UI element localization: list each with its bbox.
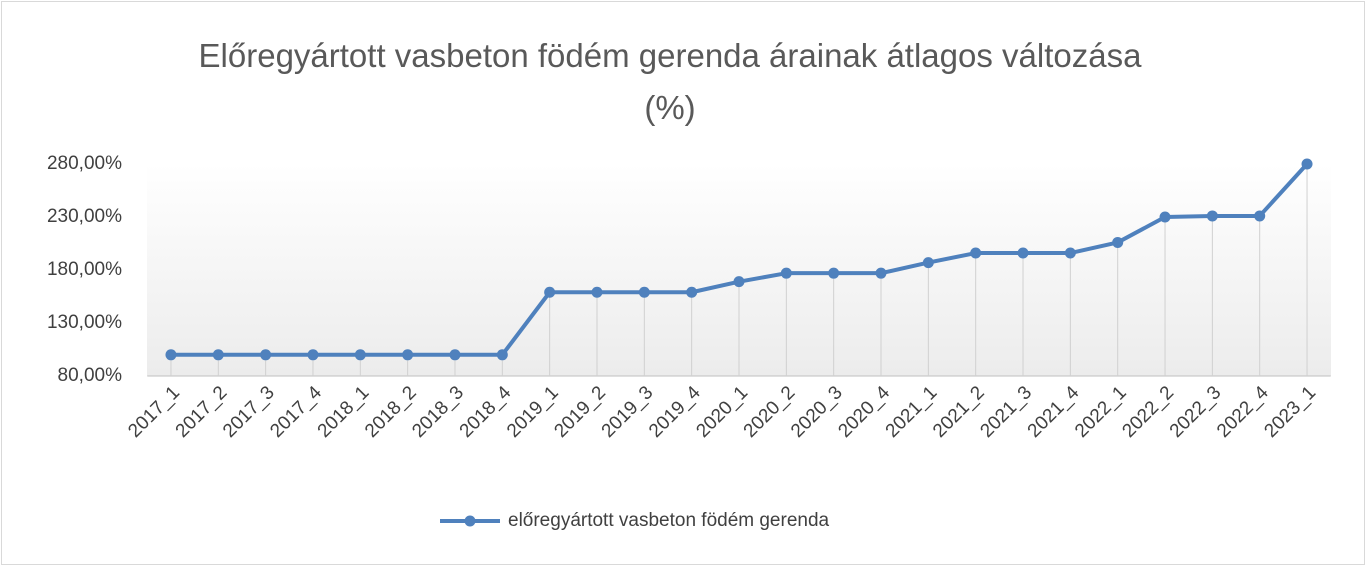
data-point [354, 349, 366, 361]
y-tick-label: 130,00% [47, 312, 122, 333]
x-tick-label: 2017_4 [266, 382, 326, 442]
data-point [686, 286, 698, 298]
data-point [1064, 247, 1076, 259]
x-tick-label: 2021_1 [882, 382, 942, 442]
data-point [449, 349, 461, 361]
y-tick-label: 230,00% [47, 206, 122, 227]
x-tick-label: 2020_3 [787, 382, 847, 442]
x-tick-label: 2022_3 [1166, 382, 1226, 442]
data-point [591, 286, 603, 298]
y-tick-label: 80,00% [58, 365, 123, 386]
y-tick-label: 280,00% [47, 153, 122, 174]
x-tick-label: 2017_1 [124, 382, 184, 442]
data-point [1206, 210, 1218, 222]
data-point [828, 267, 840, 279]
x-tick-label: 2018_1 [314, 382, 374, 442]
x-tick-label: 2018_4 [456, 382, 516, 442]
x-tick-label: 2019_3 [598, 382, 658, 442]
x-tick-label: 2022_4 [1213, 382, 1273, 442]
legend-marker [464, 515, 476, 527]
x-tick-label: 2019_4 [645, 382, 705, 442]
data-point [780, 267, 792, 279]
data-point [875, 267, 887, 279]
x-tick-label: 2021_4 [1024, 382, 1084, 442]
data-point [260, 349, 272, 361]
data-point [638, 286, 650, 298]
chart-title: Előregyártott vasbeton födém gerenda ára… [198, 37, 1142, 126]
data-point [1112, 236, 1124, 248]
data-point [544, 286, 556, 298]
x-tick-label: 2020_2 [740, 382, 800, 442]
data-point [1159, 211, 1171, 223]
data-point [733, 276, 745, 288]
data-point [1301, 158, 1313, 170]
y-tick-label: 180,00% [47, 259, 122, 280]
data-point [1254, 210, 1266, 222]
x-tick-label: 2022_2 [1118, 382, 1178, 442]
x-tick-label: 2023_1 [1260, 382, 1320, 442]
data-point [402, 349, 414, 361]
x-tick-label: 2020_4 [834, 382, 894, 442]
x-tick-label: 2017_3 [219, 382, 279, 442]
x-tick-label: 2017_2 [172, 382, 232, 442]
data-point [496, 349, 508, 361]
x-tick-label: 2022_1 [1071, 382, 1131, 442]
data-point [165, 349, 177, 361]
x-tick-label: 2021_3 [976, 382, 1036, 442]
data-point [1017, 247, 1029, 259]
data-point [970, 247, 982, 259]
x-tick-label: 2018_2 [361, 382, 421, 442]
x-tick-label: 2019_1 [503, 382, 563, 442]
data-point [212, 349, 224, 361]
data-point [922, 257, 934, 269]
x-tick-label: 2021_2 [929, 382, 989, 442]
legend-label: előregyártott vasbeton födém gerenda [508, 510, 830, 531]
x-tick-label: 2020_1 [692, 382, 752, 442]
x-tick-label: 2019_2 [550, 382, 610, 442]
x-tick-label: 2018_3 [408, 382, 468, 442]
data-point [307, 349, 319, 361]
